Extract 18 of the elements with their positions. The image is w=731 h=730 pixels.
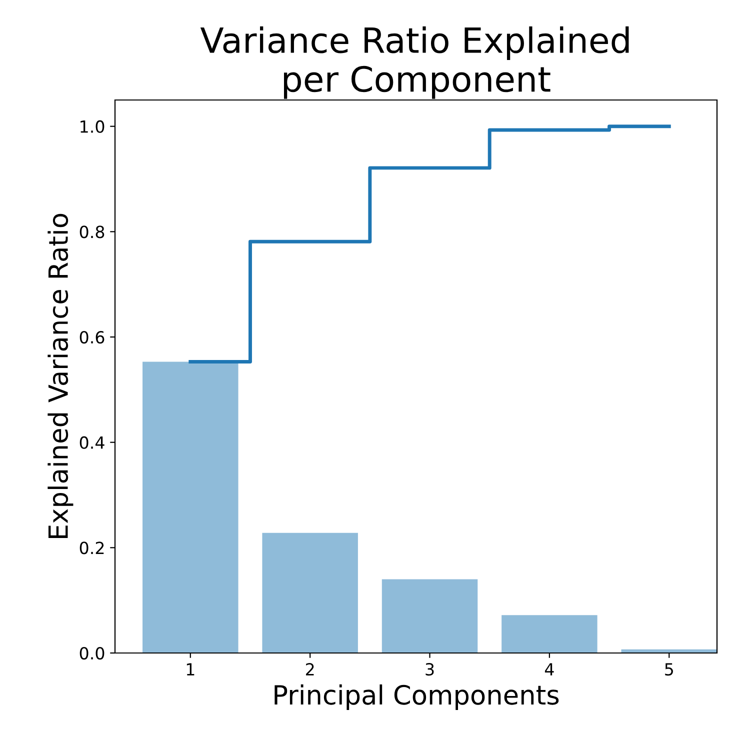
x-tick-label: 5 (665, 663, 673, 676)
chart-title: Variance Ratio Explained per Component (200, 26, 629, 99)
y-tick-label: 0.0 (80, 646, 104, 660)
x-tick-label: 2 (306, 663, 314, 676)
bar (262, 532, 358, 653)
y-axis-title: Explained Variance Ratio (48, 214, 74, 538)
bar (382, 579, 478, 653)
y-tick-label: 0.4 (80, 436, 104, 449)
x-tick-label: 4 (544, 663, 554, 676)
y-tick-label: 0.8 (80, 226, 104, 238)
x-axis-title: Principal Components (274, 684, 559, 710)
y-tick-label: 1.0 (80, 120, 104, 133)
x-tick-label: 3 (426, 663, 434, 676)
x-tick-label: 1 (186, 663, 194, 676)
bar (502, 615, 598, 653)
bar (142, 362, 238, 653)
y-tick-label: 0.2 (80, 542, 104, 554)
y-tick-label: 0.6 (80, 330, 104, 344)
